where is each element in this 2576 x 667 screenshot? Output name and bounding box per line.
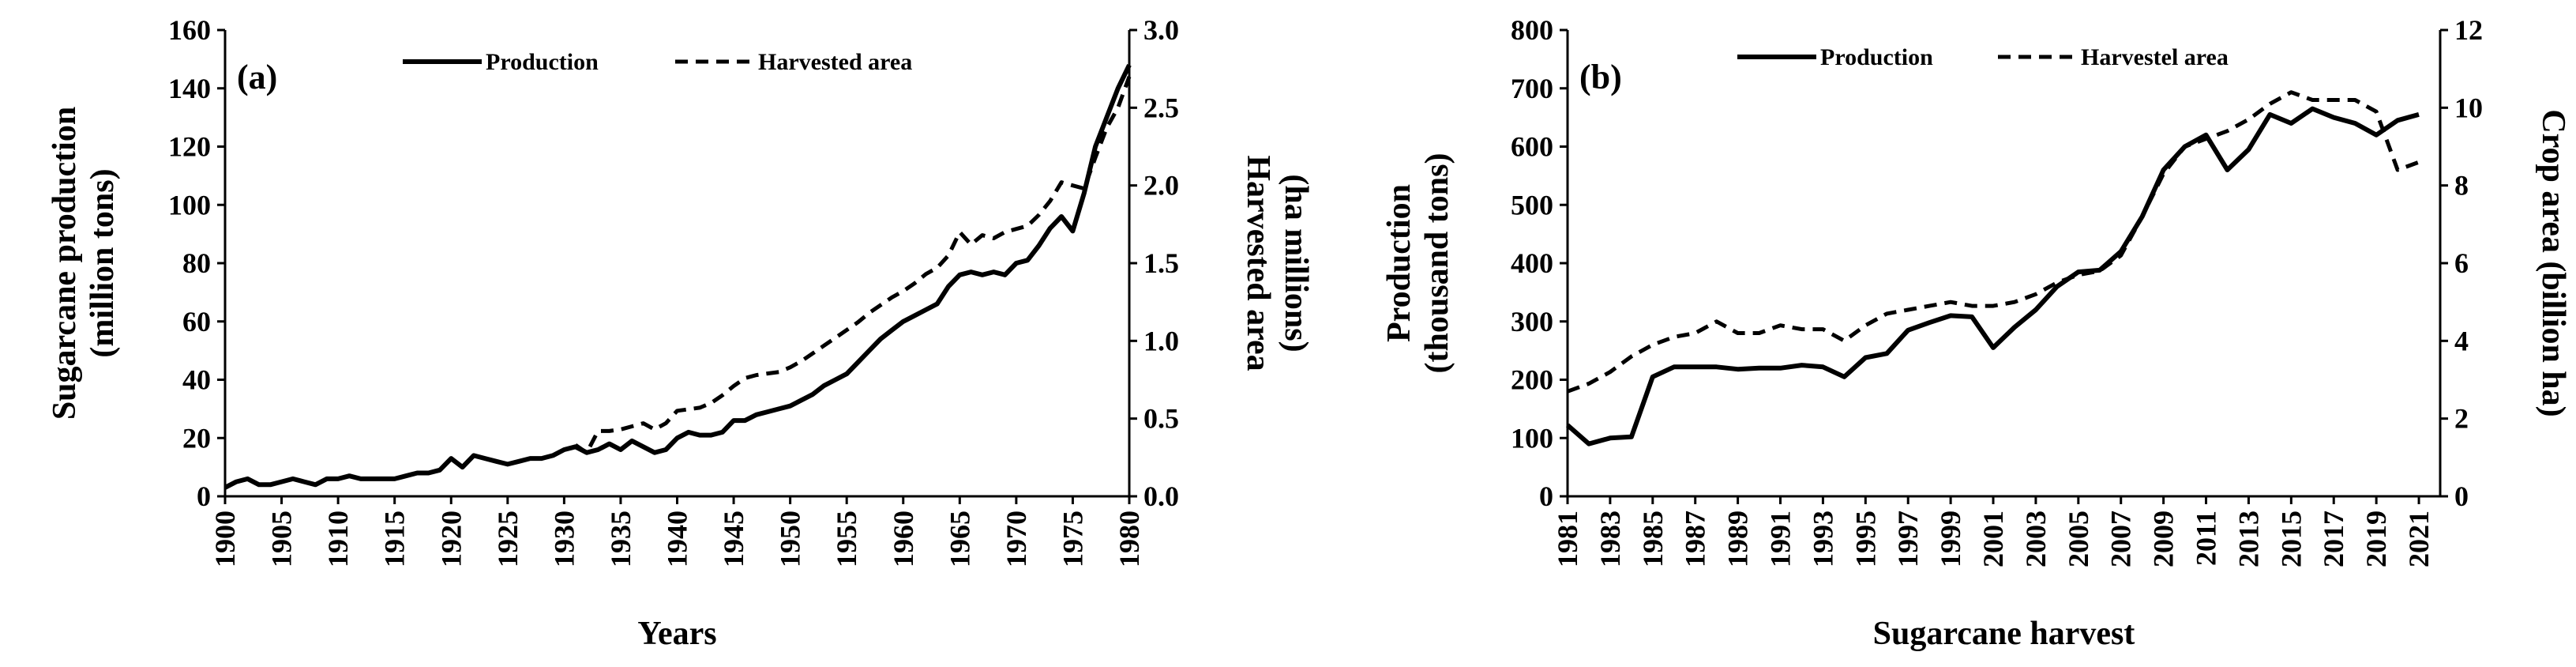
- x-tick-label: 1955: [831, 511, 862, 567]
- y2-tick-label: 4: [2454, 325, 2469, 356]
- x-tick-label: 1925: [492, 511, 524, 567]
- y2-axis-title-a: (ha millions): [1278, 174, 1314, 352]
- x-tick-label: 1989: [1722, 511, 1754, 567]
- panel-b-label: (b): [1579, 58, 1622, 96]
- y-tick-label: 120: [168, 131, 211, 163]
- legend-production-label-b: Production: [1820, 44, 1933, 70]
- legend-production-label-a: Production: [486, 49, 599, 75]
- x-tick-label: 1970: [1001, 511, 1032, 567]
- panel-a-label: (a): [237, 58, 277, 96]
- x-tick-label: 2013: [2232, 511, 2264, 567]
- y2-tick-label: 8: [2454, 170, 2469, 202]
- legend-area-label-b: Harvestel area: [2081, 44, 2229, 70]
- y-tick-label: 100: [1511, 422, 1553, 454]
- y2-axis-title-b: Crop area (billion ha): [2535, 109, 2571, 416]
- y2-tick-label: 2: [2454, 403, 2469, 435]
- x-axis-title-b: Sugarcane harvest: [1873, 616, 2135, 652]
- y-tick-label: 140: [168, 73, 211, 104]
- y-axis-title-b: (thousand tons): [1419, 153, 1455, 374]
- x-tick-label: 1905: [266, 511, 298, 567]
- x-tick-label: 1975: [1057, 511, 1088, 567]
- production-line-b: [1566, 106, 2420, 447]
- x-tick-label: 1910: [322, 511, 354, 567]
- x-tick-label: 2005: [2063, 511, 2094, 567]
- x-tick-label: 2001: [1977, 511, 2009, 567]
- x-tick-label: 1930: [548, 511, 580, 567]
- x-tick-label: 1983: [1594, 511, 1626, 567]
- x-tick-label: 1995: [1849, 511, 1881, 567]
- x-tick-label: 1960: [888, 511, 919, 567]
- x-tick-label: 2021: [2403, 511, 2435, 567]
- area-line-b: [1567, 90, 2420, 394]
- panel-a-chart: (a) Production Harvested area 0 20 40 60 80 1…: [47, 14, 1314, 652]
- panel-b-legend: Production Harvestel area: [1737, 44, 2229, 70]
- y2-tick-label: 2.0: [1143, 170, 1179, 202]
- x-tick-label: 2017: [2318, 511, 2349, 567]
- y-tick-label: 800: [1511, 14, 1553, 46]
- y-axis-title-a: Sugarcane production: [47, 107, 83, 420]
- x-tick-label: 1981: [1552, 511, 1583, 567]
- y2-axis-title-a: Harvested area: [1240, 155, 1276, 371]
- legend-area-label-a: Harvested area: [758, 49, 912, 75]
- y2-tick-label: 6: [2454, 247, 2469, 279]
- y2-tick-label: 1.0: [1143, 325, 1179, 356]
- y2-tick-label: 0.5: [1143, 403, 1179, 435]
- y-tick-label: 600: [1511, 131, 1553, 163]
- x-tick-label: 1915: [379, 511, 411, 567]
- x-tick-label: 1945: [718, 511, 749, 567]
- x-tick-label: 1950: [775, 511, 806, 567]
- x-tick-label: 1920: [435, 511, 467, 567]
- panel-b-chart: (b) Production Harvestel area 0100200300…: [1381, 14, 2571, 652]
- x-tick-label: 1985: [1637, 511, 1669, 567]
- y-tick-label: 0: [197, 480, 211, 512]
- x-tick-label: 1965: [944, 511, 975, 567]
- x-tick-label: 2015: [2275, 511, 2307, 567]
- panel-a-legend: Production Harvested area: [403, 49, 912, 75]
- x-tick-label: 1980: [1113, 511, 1145, 567]
- y-tick-label: 400: [1511, 247, 1553, 279]
- y-tick-label: 100: [168, 189, 211, 220]
- x-tick-label: 1997: [1892, 511, 1924, 567]
- x-tick-label: 1987: [1680, 511, 1711, 567]
- x-tick-label: 1999: [1935, 511, 1966, 567]
- y2-tick-label: 12: [2454, 14, 2483, 46]
- y2-tick-label: 1.5: [1143, 247, 1179, 279]
- y-tick-label: 300: [1511, 306, 1553, 337]
- x-tick-label: 2007: [2105, 511, 2137, 567]
- y-tick-label: 80: [182, 247, 211, 279]
- y-tick-label: 20: [182, 422, 211, 454]
- y-tick-label: 160: [168, 14, 211, 46]
- x-tick-label: 2009: [2148, 511, 2180, 567]
- x-tick-label: 1935: [605, 511, 636, 567]
- y-axis-title-b: Production: [1381, 184, 1418, 342]
- y-tick-label: 0: [1539, 480, 1553, 512]
- production-line-a: [223, 63, 1132, 490]
- y2-tick-label: 2.5: [1143, 92, 1179, 123]
- y-axis-title-a: (million tons): [84, 168, 121, 357]
- y2-tick-label: 0.0: [1143, 480, 1179, 512]
- y-tick-label: 60: [182, 306, 211, 337]
- y-tick-label: 200: [1511, 364, 1553, 396]
- y2-tick-label: 0: [2454, 480, 2469, 512]
- y-tick-label: 500: [1511, 189, 1553, 220]
- y-tick-label: 40: [182, 364, 211, 396]
- y2-tick-label: 3.0: [1143, 14, 1179, 46]
- x-tick-label: 2003: [2020, 511, 2052, 567]
- x-tick-label: 1900: [209, 511, 241, 567]
- x-tick-label: 1993: [1807, 511, 1838, 567]
- x-tick-label: 1991: [1765, 511, 1797, 567]
- x-tick-label: 2019: [2360, 511, 2392, 567]
- x-axis-title-a: Years: [637, 616, 716, 652]
- area-line-a: [574, 76, 1132, 455]
- y2-tick-label: 10: [2454, 92, 2483, 123]
- x-tick-label: 2011: [2191, 511, 2222, 566]
- x-tick-label: 1940: [662, 511, 693, 567]
- y-tick-label: 700: [1511, 73, 1553, 104]
